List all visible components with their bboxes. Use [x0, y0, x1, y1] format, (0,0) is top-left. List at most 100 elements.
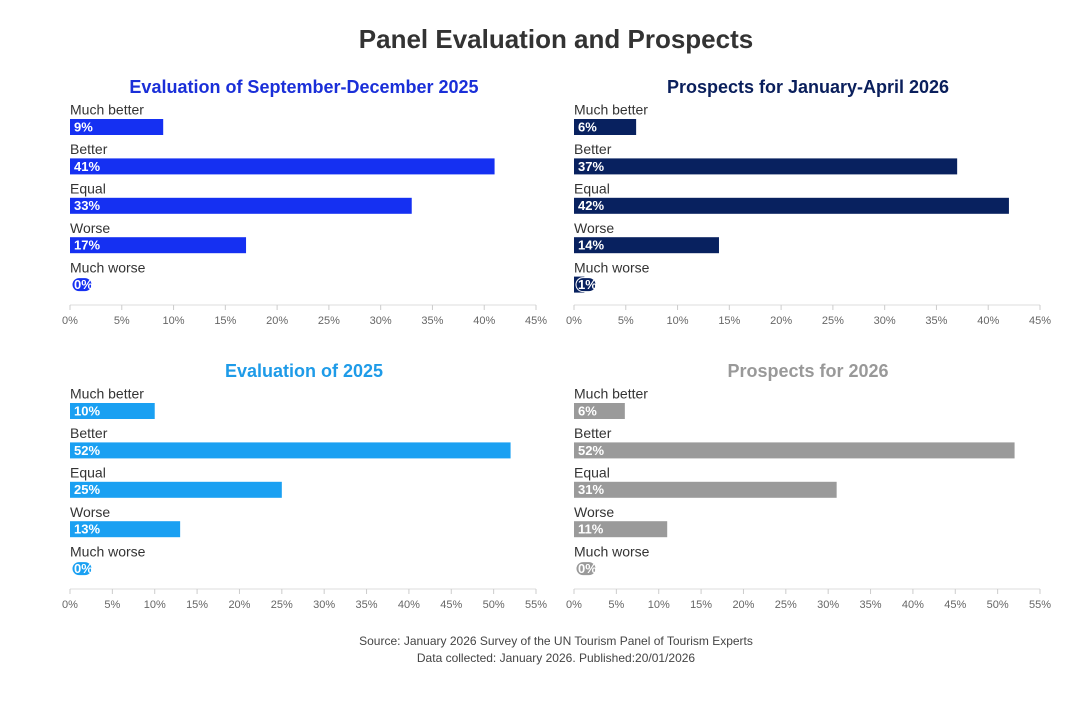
subplot-title: Evaluation of 2025	[225, 361, 383, 381]
value-label: 33%	[74, 198, 100, 213]
bar	[70, 403, 155, 419]
value-label: 0%	[74, 277, 93, 292]
value-label: 0%	[74, 561, 93, 576]
x-tick-label: 5%	[608, 599, 624, 611]
category-label: Worse	[70, 504, 110, 520]
bar	[574, 237, 719, 254]
x-tick-label: 25%	[318, 315, 340, 327]
category-label: Better	[574, 425, 612, 441]
x-tick-label: 45%	[525, 315, 547, 327]
value-label: 6%	[578, 119, 597, 134]
x-tick-label: 15%	[186, 599, 208, 611]
x-tick-label: 0%	[566, 315, 582, 327]
category-label: Worse	[574, 220, 614, 236]
x-tick-label: 45%	[944, 599, 966, 611]
category-label: Worse	[574, 504, 614, 520]
value-label: 52%	[74, 443, 100, 458]
x-tick-label: 40%	[398, 599, 420, 611]
x-tick-label: 20%	[770, 315, 792, 327]
x-tick-label: 30%	[313, 599, 335, 611]
value-label: 1%	[578, 277, 597, 292]
bar	[70, 237, 247, 254]
x-tick-label: 10%	[163, 315, 185, 327]
category-label: Better	[574, 141, 612, 157]
x-tick-label: 35%	[356, 599, 378, 611]
x-tick-label: 50%	[483, 599, 505, 611]
category-label: Much better	[574, 386, 648, 402]
x-tick-label: 40%	[902, 599, 924, 611]
x-tick-label: 35%	[421, 315, 443, 327]
value-label: 9%	[74, 119, 93, 134]
value-label: 17%	[74, 238, 100, 253]
x-tick-label: 55%	[1029, 599, 1051, 611]
bar	[574, 403, 625, 419]
x-tick-label: 30%	[874, 315, 896, 327]
category-label: Better	[70, 141, 108, 157]
x-tick-label: 25%	[775, 599, 797, 611]
subplot-title: Prospects for January-April 2026	[667, 77, 949, 97]
x-tick-label: 50%	[987, 599, 1009, 611]
bar	[574, 119, 637, 135]
note: Data collected: January 2026. Published:…	[417, 651, 696, 665]
category-label: Much worse	[574, 543, 650, 559]
category-label: Equal	[70, 181, 106, 197]
x-tick-label: 10%	[667, 315, 689, 327]
x-tick-label: 40%	[473, 315, 495, 327]
x-tick-label: 5%	[618, 315, 634, 327]
x-tick-label: 5%	[114, 315, 130, 327]
value-label: 6%	[578, 403, 597, 418]
value-label: 13%	[74, 522, 100, 537]
category-label: Much worse	[574, 259, 650, 275]
x-tick-label: 45%	[1029, 315, 1051, 327]
bar	[70, 197, 412, 214]
bar	[574, 481, 837, 498]
bar	[574, 442, 1015, 459]
x-tick-label: 40%	[977, 315, 999, 327]
bar	[574, 197, 1009, 214]
x-tick-label: 45%	[440, 599, 462, 611]
category-label: Worse	[70, 220, 110, 236]
value-label: 0%	[578, 561, 597, 576]
category-label: Much better	[70, 386, 144, 402]
x-tick-label: 10%	[648, 599, 670, 611]
category-label: Much worse	[70, 543, 146, 559]
x-tick-label: 35%	[860, 599, 882, 611]
x-tick-label: 15%	[214, 315, 236, 327]
value-label: 52%	[578, 443, 604, 458]
x-tick-label: 0%	[62, 315, 78, 327]
bar	[574, 521, 668, 538]
x-tick-label: 0%	[566, 599, 582, 611]
x-tick-label: 20%	[228, 599, 250, 611]
x-tick-label: 55%	[525, 599, 547, 611]
value-label: 37%	[578, 159, 604, 174]
x-tick-label: 20%	[266, 315, 288, 327]
x-tick-label: 15%	[718, 315, 740, 327]
category-label: Equal	[574, 465, 610, 481]
x-tick-label: 30%	[817, 599, 839, 611]
category-label: Equal	[574, 181, 610, 197]
source: Source: January 2026 Survey of the UN To…	[359, 634, 753, 648]
value-label-pill	[71, 277, 93, 293]
value-label: 14%	[578, 238, 604, 253]
x-tick-label: 20%	[732, 599, 754, 611]
value-label: 10%	[74, 403, 100, 418]
subplot-title: Evaluation of September-December 2025	[129, 77, 478, 97]
x-tick-label: 0%	[62, 599, 78, 611]
value-label: 25%	[74, 482, 100, 497]
value-label-pill	[71, 561, 93, 577]
value-label: 41%	[74, 159, 100, 174]
page-title: Panel Evaluation and Prospects	[359, 24, 753, 54]
bar	[574, 158, 958, 175]
value-label: 31%	[578, 482, 604, 497]
bar	[70, 521, 181, 538]
bar	[70, 442, 511, 459]
value-label: 11%	[578, 522, 604, 537]
category-label: Much better	[574, 102, 648, 118]
category-label: Much worse	[70, 259, 146, 275]
x-tick-label: 30%	[370, 315, 392, 327]
category-label: Equal	[70, 465, 106, 481]
category-label: Much better	[70, 102, 144, 118]
bar	[70, 119, 164, 135]
